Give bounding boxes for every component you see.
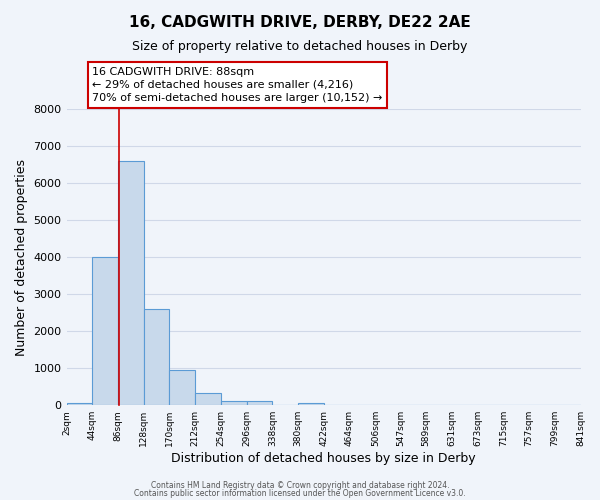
Text: 16 CADGWITH DRIVE: 88sqm
← 29% of detached houses are smaller (4,216)
70% of sem: 16 CADGWITH DRIVE: 88sqm ← 29% of detach… (92, 67, 383, 103)
Y-axis label: Number of detached properties: Number of detached properties (15, 158, 28, 356)
Bar (221, 401, 247, 405)
Bar (195, 394, 221, 405)
Bar (247, 401, 272, 405)
X-axis label: Distribution of detached houses by size in Derby: Distribution of detached houses by size … (171, 452, 476, 465)
Bar (67, 404, 92, 405)
Bar (169, 370, 195, 405)
Text: Contains public sector information licensed under the Open Government Licence v3: Contains public sector information licen… (134, 489, 466, 498)
Bar (92, 257, 118, 405)
Text: 16, CADGWITH DRIVE, DERBY, DE22 2AE: 16, CADGWITH DRIVE, DERBY, DE22 2AE (129, 15, 471, 30)
Text: Size of property relative to detached houses in Derby: Size of property relative to detached ho… (133, 40, 467, 53)
Text: Contains HM Land Registry data © Crown copyright and database right 2024.: Contains HM Land Registry data © Crown c… (151, 480, 449, 490)
Bar (298, 403, 324, 405)
Bar (118, 161, 144, 405)
Bar (144, 309, 169, 405)
